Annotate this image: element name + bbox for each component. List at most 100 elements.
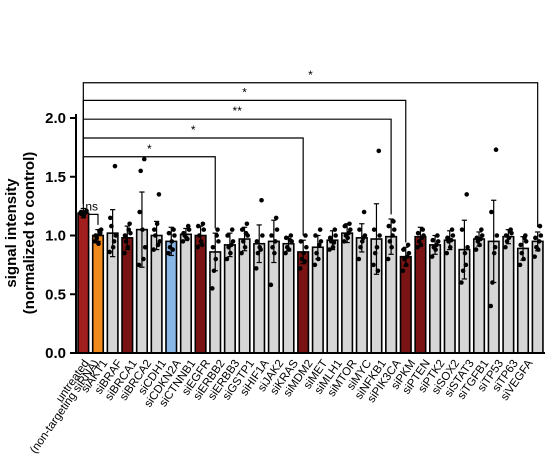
data-point-21-0 [385, 256, 391, 262]
data-point-10-3 [230, 239, 236, 244]
data-point-5-5 [151, 227, 157, 232]
y-tick-label-2: 1.0 [45, 228, 66, 245]
data-point-15-3 [304, 244, 309, 250]
significance-bracket-1 [82, 156, 216, 229]
data-point-4-5 [137, 209, 142, 215]
data-point-2-5 [108, 215, 113, 221]
significance-label-4: * [242, 85, 247, 99]
data-point-3-1 [127, 221, 132, 227]
bar-8 [194, 234, 207, 354]
data-point-8-0 [195, 244, 200, 250]
significance-bracket-4 [82, 99, 407, 243]
bar-0 [77, 212, 90, 354]
bar-23 [414, 235, 427, 354]
data-point-2-3 [113, 233, 119, 238]
data-point-1-5 [93, 233, 98, 238]
data-point-20-0 [371, 262, 376, 268]
data-point-12-1 [259, 197, 264, 203]
data-point-22-3 [406, 250, 412, 256]
y-axis-label: signal intensity [3, 178, 20, 288]
data-point-28-5 [489, 209, 494, 215]
data-point-12-5 [254, 239, 260, 244]
data-point-13-0 [268, 282, 274, 288]
data-point-4-1 [141, 156, 147, 162]
data-point-5-1 [156, 192, 162, 197]
data-point-13-5 [269, 233, 274, 238]
significance-bracket-3 [82, 118, 392, 215]
data-point-25-5 [445, 235, 450, 241]
data-point-28-0 [488, 303, 494, 309]
data-point-20-5 [371, 227, 377, 232]
bar-17 [326, 239, 339, 354]
data-point-18-5 [342, 223, 348, 229]
data-point-17-5 [327, 235, 333, 241]
significance-label-3: ** [233, 104, 243, 118]
data-point-13-1 [273, 215, 279, 221]
data-point-17-3 [333, 233, 338, 238]
bar-6 [165, 240, 178, 354]
data-point-25-3 [450, 233, 456, 238]
data-point-3-5 [122, 233, 128, 238]
bar-24 [429, 244, 442, 354]
data-point-29-5 [503, 233, 509, 238]
data-point-17-0 [327, 247, 332, 252]
bar-19 [355, 237, 368, 354]
data-point-27-3 [479, 233, 485, 238]
data-point-21-1 [391, 219, 396, 224]
data-point-20-3 [377, 233, 382, 238]
data-point-19-1 [361, 209, 367, 215]
data-point-31-1 [537, 223, 543, 229]
data-point-2-0 [107, 249, 112, 255]
data-point-11-0 [239, 250, 244, 256]
data-point-16-1 [317, 227, 323, 232]
data-point-24-0 [429, 254, 435, 259]
significance-label-1: * [147, 142, 152, 156]
data-point-25-0 [444, 250, 450, 256]
data-point-3-3 [128, 230, 133, 236]
bar-14 [282, 242, 295, 354]
data-point-15-1 [303, 233, 308, 238]
data-point-11-1 [244, 221, 250, 227]
data-point-31-3 [538, 233, 544, 238]
data-point-1-4 [96, 241, 101, 247]
data-point-24-5 [430, 237, 436, 243]
data-point-9-5 [210, 244, 216, 250]
data-point-22-1 [405, 242, 411, 248]
y-axis-label-secondary: (normalized to control) [21, 152, 38, 315]
significance-label-5: * [308, 68, 313, 82]
data-point-3-0 [122, 250, 127, 256]
data-point-19-5 [357, 227, 362, 232]
data-point-30-5 [518, 242, 523, 248]
data-point-12-3 [260, 233, 265, 238]
data-point-8-3 [201, 227, 207, 232]
bar-25 [443, 239, 456, 354]
data-point-26-1 [464, 192, 470, 197]
significance-bracket-2 [82, 137, 304, 236]
bar-1 [91, 234, 105, 354]
data-point-13-3 [274, 227, 280, 232]
data-point-6-0 [166, 250, 171, 256]
data-point-11-5 [239, 227, 245, 232]
significance-label-2: * [191, 123, 196, 137]
data-point-30-3 [523, 239, 529, 244]
data-point-5-0 [151, 247, 156, 252]
data-point-28-3 [494, 233, 500, 238]
y-tick-label-1: 0.5 [45, 286, 66, 303]
data-point-31-5 [533, 235, 538, 241]
data-point-15-0 [297, 266, 303, 271]
data-point-27-1 [479, 227, 484, 232]
data-point-23-1 [420, 227, 426, 232]
data-point-1-0 [92, 239, 98, 244]
data-point-4-0 [136, 262, 142, 268]
x-axis: untreated(non-targeting siRNA)siAKT1siBR… [28, 352, 545, 456]
bars-group [77, 212, 544, 354]
data-point-7-1 [185, 223, 191, 229]
data-point-18-3 [348, 227, 353, 232]
data-point-27-0 [473, 247, 479, 252]
data-point-4-2 [138, 168, 143, 174]
data-point-9-1 [215, 227, 220, 232]
data-point-22-5 [401, 247, 406, 252]
data-point-9-0 [209, 286, 215, 291]
data-point-16-3 [318, 239, 324, 244]
